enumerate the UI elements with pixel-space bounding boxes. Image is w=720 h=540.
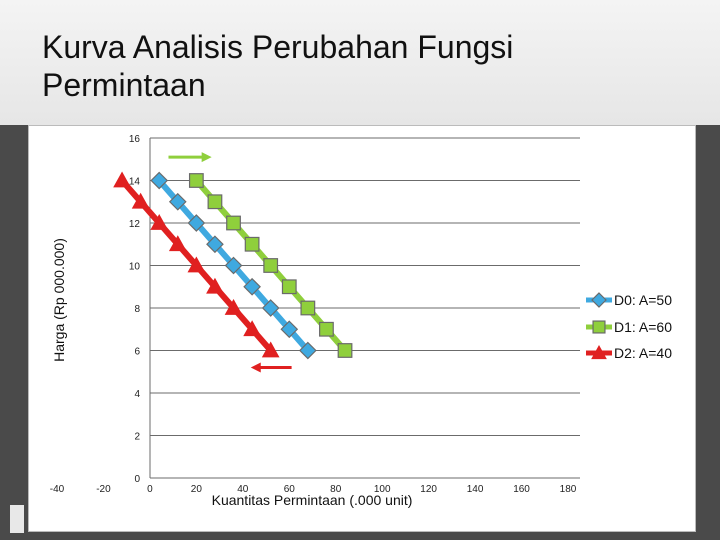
data-point-triangle	[243, 320, 261, 337]
x-tick-label: 0	[147, 484, 153, 495]
x-tick-label: 60	[284, 484, 296, 495]
x-tick-label: -40	[50, 484, 65, 495]
data-point-square	[188, 173, 204, 188]
data-point-triangle	[187, 256, 206, 273]
shift-arrow-right	[168, 152, 212, 163]
x-tick-label: 120	[420, 484, 437, 495]
y-tick-label: 10	[129, 262, 141, 273]
y-tick-label: 4	[134, 389, 140, 400]
data-point-diamond	[224, 256, 243, 275]
legend-label: D0: A=50	[614, 292, 672, 308]
data-point-diamond	[299, 341, 317, 360]
y-tick-label: 14	[129, 177, 141, 188]
data-point-square	[244, 236, 260, 252]
series-triangle	[113, 171, 280, 358]
data-point-diamond	[206, 235, 224, 254]
x-axis-title: Kuantitas Permintaan (.000 unit)	[212, 492, 413, 508]
data-point-square	[281, 279, 297, 295]
x-tick-label: 160	[513, 484, 530, 495]
legend-label: D1: A=60	[614, 319, 672, 335]
corner-decoration	[10, 505, 24, 533]
y-tick-label: 16	[129, 134, 141, 145]
data-point-triangle	[261, 341, 280, 358]
x-tick-label: 20	[191, 484, 203, 495]
series-square	[188, 173, 353, 358]
arrow-annotations	[168, 152, 292, 373]
grid-lines	[150, 137, 580, 479]
y-tick-label: 2	[134, 432, 140, 443]
legend-item-diamond: D0: A=50	[586, 292, 672, 308]
legend-swatch-marker	[591, 344, 607, 360]
x-tick-label: 80	[330, 484, 342, 495]
title-band	[0, 0, 720, 125]
data-point-diamond	[261, 299, 280, 317]
legend-item-triangle: D2: A=40	[586, 344, 672, 361]
data-point-triangle	[150, 213, 169, 230]
data-point-diamond	[168, 192, 187, 211]
data-point-diamond	[150, 171, 169, 190]
x-tick-labels: -40 -20 0 20 40 60 80 100 120 140 160 180	[50, 484, 577, 495]
data-point-diamond	[187, 214, 206, 232]
x-tick-label: 140	[467, 484, 484, 495]
legend-item-square: D1: A=60	[586, 319, 672, 335]
data-point-square	[263, 258, 279, 273]
data-point-square	[337, 343, 353, 358]
data-point-square	[300, 300, 316, 316]
legend: D0: A=50 D1: A=60 D2: A=40	[586, 292, 672, 361]
x-tick-label: 180	[560, 484, 577, 495]
y-tick-label: 8	[134, 304, 140, 315]
data-point-diamond	[243, 277, 261, 296]
x-tick-label: 100	[374, 484, 391, 495]
data-point-diamond	[280, 320, 299, 339]
data-point-square	[319, 321, 334, 337]
data-point-triangle	[113, 171, 131, 188]
y-axis-title: Harga (Rp 000.000)	[51, 238, 67, 362]
legend-swatch-marker	[592, 320, 606, 334]
arrow-head	[250, 362, 261, 373]
chart-panel	[28, 125, 696, 532]
slide-title: Kurva Analisis Perubahan Fungsi Perminta…	[42, 29, 514, 103]
data-point-triangle	[224, 298, 243, 315]
y-tick-label: 12	[129, 219, 141, 230]
shift-arrow-left	[250, 362, 292, 373]
legend-label: D2: A=40	[614, 345, 672, 361]
data-point-triangle	[168, 235, 187, 252]
arrow-head	[201, 152, 212, 163]
y-tick-label: 6	[134, 347, 140, 358]
data-point-square	[226, 215, 241, 231]
series-lines	[113, 171, 353, 360]
x-tick-label: 40	[237, 484, 249, 495]
data-point-triangle	[131, 192, 150, 209]
y-axis: 0 2 4 6 8 10 12 14 16	[129, 134, 151, 485]
series-diamond	[150, 171, 317, 360]
data-point-square	[207, 194, 223, 210]
legend-swatch-marker	[591, 292, 607, 308]
y-tick-label: 0	[134, 474, 140, 485]
x-tick-label: -20	[96, 484, 111, 495]
data-point-triangle	[206, 277, 224, 294]
